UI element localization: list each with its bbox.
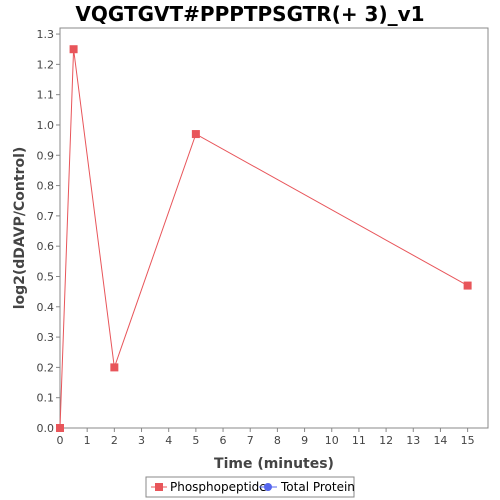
- x-tick-label: 3: [138, 434, 145, 447]
- x-tick-label: 2: [111, 434, 118, 447]
- data-point: [191, 130, 200, 139]
- data-point: [110, 363, 119, 372]
- legend-protein-label: Total Protein: [280, 480, 355, 494]
- x-tick-label: 1: [84, 434, 91, 447]
- y-tick-label: 1.2: [37, 58, 55, 71]
- y-tick-label: 0.3: [37, 331, 55, 344]
- plot-area: [59, 27, 489, 429]
- legend-phospho-label: Phosphopeptide: [170, 480, 267, 494]
- x-tick-label: 7: [247, 434, 254, 447]
- y-tick-label: 0.9: [37, 149, 55, 162]
- legend-box: [145, 476, 355, 498]
- x-tick-label: 6: [220, 434, 227, 447]
- y-tick-label: 1.3: [37, 28, 55, 41]
- y-axis: 0.0 0.1 0.2 0.3 0.4 0.5 0.6 0.7 0.8 0.9 1.0 1.1 1.2 1…: [37, 28, 60, 435]
- y-axis-label: log2(dDAVP/Control): [12, 147, 28, 310]
- x-tick-label: 8: [274, 434, 281, 447]
- y-tick-label: 0.6: [37, 240, 55, 253]
- y-tick-label: 0.5: [37, 270, 55, 283]
- x-tick-label: 13: [406, 434, 420, 447]
- y-tick-label: 0.0: [37, 422, 55, 435]
- y-tick-label: 0.1: [37, 392, 55, 405]
- legend-protein-marker: [264, 483, 272, 491]
- x-tick-label: 5: [192, 434, 199, 447]
- legend-phospho-marker: [155, 483, 163, 491]
- y-tick-label: 1.1: [37, 89, 55, 102]
- x-axis-label: Time (minutes): [214, 456, 334, 472]
- data-point: [56, 424, 64, 432]
- data-point: [463, 281, 472, 290]
- x-tick-label: 4: [165, 434, 172, 447]
- x-tick-label: 9: [301, 434, 308, 447]
- x-tick-label: 0: [57, 434, 64, 447]
- legend: Phosphopeptide Total Protein: [145, 476, 355, 498]
- y-tick-label: 0.8: [37, 180, 55, 193]
- y-tick-label: 0.4: [37, 301, 55, 314]
- y-tick-label: 0.2: [37, 361, 55, 374]
- x-tick-label: 12: [379, 434, 393, 447]
- y-tick-label: 0.7: [37, 210, 55, 223]
- chart-title: VQGTGVT#PPPTPSGTR(+ 3)_v1: [75, 2, 425, 26]
- x-tick-label: 11: [352, 434, 366, 447]
- x-axis: 0 1 2 3 4 5 6 7 8 9 10 11 12 13 14 15: [57, 428, 475, 447]
- x-tick-label: 14: [433, 434, 447, 447]
- y-tick-label: 1.0: [37, 119, 55, 132]
- data-point: [69, 45, 78, 54]
- x-tick-label: 15: [461, 434, 475, 447]
- series-layer: [56, 45, 472, 432]
- x-tick-label: 10: [325, 434, 339, 447]
